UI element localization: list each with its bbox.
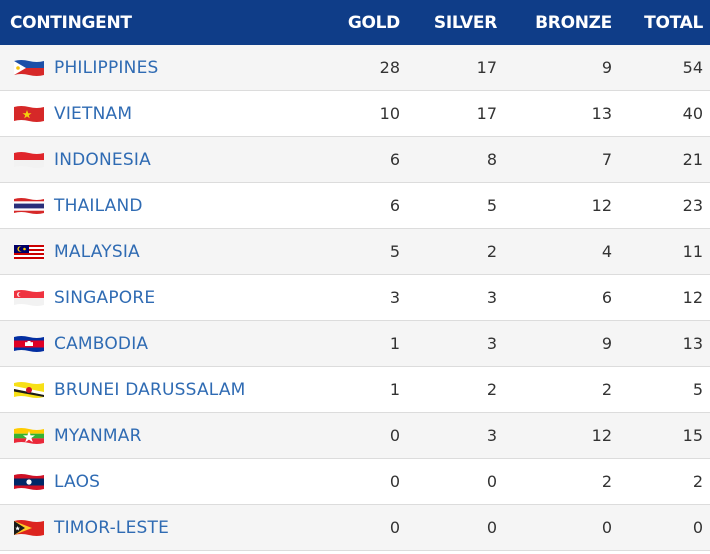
bronze-count: 6 bbox=[601, 288, 612, 307]
table-row: THAILAND 6 5 12 23 bbox=[0, 183, 710, 229]
total-count: 2 bbox=[692, 472, 703, 491]
gold-count: 1 bbox=[389, 334, 400, 353]
silver-count: 0 bbox=[486, 472, 497, 491]
country-link[interactable]: THAILAND bbox=[54, 195, 143, 216]
cambodia-flag-icon bbox=[14, 335, 44, 352]
country-link[interactable]: VIETNAM bbox=[54, 103, 133, 124]
country-link[interactable]: LAOS bbox=[54, 471, 101, 492]
gold-count: 0 bbox=[389, 518, 400, 537]
total-count: 0 bbox=[692, 518, 703, 537]
malaysia-flag-icon bbox=[14, 243, 44, 260]
country-link[interactable]: INDONESIA bbox=[54, 149, 151, 170]
gold-count: 1 bbox=[389, 380, 400, 399]
gold-count: 3 bbox=[389, 288, 400, 307]
bronze-count: 0 bbox=[601, 518, 612, 537]
gold-count: 6 bbox=[389, 150, 400, 169]
gold-count: 0 bbox=[389, 426, 400, 445]
vietnam-flag-icon bbox=[14, 105, 44, 122]
silver-count: 5 bbox=[486, 196, 497, 215]
gold-count: 10 bbox=[379, 104, 400, 123]
silver-count: 3 bbox=[486, 426, 497, 445]
country-link[interactable]: MYANMAR bbox=[54, 425, 142, 446]
table-row: MYANMAR 0 3 12 15 bbox=[0, 413, 710, 459]
gold-count: 28 bbox=[379, 58, 400, 77]
table-row: LAOS 0 0 2 2 bbox=[0, 459, 710, 505]
table-row: INDONESIA 6 8 7 21 bbox=[0, 137, 710, 183]
silver-count: 3 bbox=[486, 288, 497, 307]
total-count: 12 bbox=[682, 288, 703, 307]
total-count: 40 bbox=[682, 104, 703, 123]
total-count: 21 bbox=[682, 150, 703, 169]
table-body: PHILIPPINES 28 17 9 54 VIETNAM 10 17 13 … bbox=[0, 45, 710, 551]
gold-count: 5 bbox=[389, 242, 400, 261]
gold-count: 6 bbox=[389, 196, 400, 215]
country-link[interactable]: BRUNEI DARUSSALAM bbox=[54, 379, 246, 400]
total-count: 54 bbox=[682, 58, 703, 77]
table-row: TIMOR-LESTE 0 0 0 0 bbox=[0, 505, 710, 551]
silver-count: 2 bbox=[486, 380, 497, 399]
country-link[interactable]: SINGAPORE bbox=[54, 287, 156, 308]
bronze-count: 9 bbox=[601, 58, 612, 77]
table-header: CONTINGENT GOLD SILVER BRONZE TOTAL bbox=[0, 0, 710, 45]
table-row: BRUNEI DARUSSALAM 1 2 2 5 bbox=[0, 367, 710, 413]
indonesia-flag-icon bbox=[14, 151, 44, 168]
bronze-count: 2 bbox=[601, 380, 612, 399]
timor-leste-flag-icon bbox=[14, 519, 44, 536]
table-row: CAMBODIA 1 3 9 13 bbox=[0, 321, 710, 367]
country-link[interactable]: MALAYSIA bbox=[54, 241, 140, 262]
country-link[interactable]: TIMOR-LESTE bbox=[54, 517, 170, 538]
header-silver: SILVER bbox=[433, 12, 497, 33]
singapore-flag-icon bbox=[14, 289, 44, 306]
silver-count: 17 bbox=[476, 58, 497, 77]
silver-count: 8 bbox=[486, 150, 497, 169]
brunei-flag-icon bbox=[14, 381, 44, 398]
silver-count: 3 bbox=[486, 334, 497, 353]
bronze-count: 12 bbox=[591, 426, 612, 445]
total-count: 13 bbox=[682, 334, 703, 353]
silver-count: 0 bbox=[486, 518, 497, 537]
table-row: PHILIPPINES 28 17 9 54 bbox=[0, 45, 710, 91]
gold-count: 0 bbox=[389, 472, 400, 491]
bronze-count: 9 bbox=[601, 334, 612, 353]
total-count: 23 bbox=[682, 196, 703, 215]
bronze-count: 13 bbox=[591, 104, 612, 123]
bronze-count: 7 bbox=[601, 150, 612, 169]
table-row: MALAYSIA 5 2 4 11 bbox=[0, 229, 710, 275]
header-contingent: CONTINGENT bbox=[10, 12, 132, 33]
country-link[interactable]: CAMBODIA bbox=[54, 333, 149, 354]
bronze-count: 2 bbox=[601, 472, 612, 491]
thailand-flag-icon bbox=[14, 197, 44, 214]
table-row: VIETNAM 10 17 13 40 bbox=[0, 91, 710, 137]
philippines-flag-icon bbox=[14, 59, 44, 76]
country-link[interactable]: PHILIPPINES bbox=[54, 57, 159, 78]
total-count: 15 bbox=[682, 426, 703, 445]
bronze-count: 12 bbox=[591, 196, 612, 215]
laos-flag-icon bbox=[14, 473, 44, 490]
header-total: TOTAL bbox=[644, 12, 703, 33]
silver-count: 17 bbox=[476, 104, 497, 123]
header-bronze: BRONZE bbox=[535, 12, 612, 33]
header-gold: GOLD bbox=[347, 12, 400, 33]
total-count: 5 bbox=[692, 380, 703, 399]
silver-count: 2 bbox=[486, 242, 497, 261]
table-row: SINGAPORE 3 3 6 12 bbox=[0, 275, 710, 321]
total-count: 11 bbox=[682, 242, 703, 261]
myanmar-flag-icon bbox=[14, 427, 44, 444]
bronze-count: 4 bbox=[601, 242, 612, 261]
